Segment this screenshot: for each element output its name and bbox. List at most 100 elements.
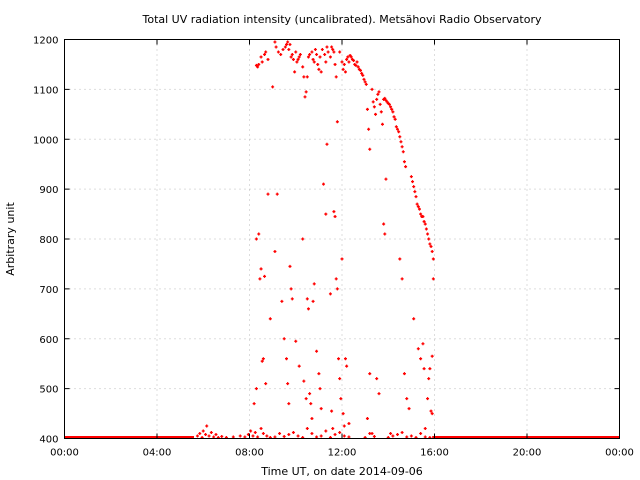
data-point-0-158 <box>380 122 384 126</box>
data-point-0-110 <box>319 70 323 74</box>
data-point-0-5 <box>205 424 209 428</box>
data-point-0-136 <box>354 63 358 67</box>
data-point-0-155 <box>377 90 381 94</box>
data-point-0-193 <box>426 232 430 236</box>
data-point-0-196 <box>429 244 433 248</box>
data-point-0-74 <box>266 57 270 61</box>
data-point-0-205 <box>287 402 291 406</box>
data-point-0-68 <box>256 65 260 69</box>
data-point-0-96 <box>302 75 306 79</box>
data-points <box>195 40 435 440</box>
y-tick-label-1: 500 <box>39 385 58 396</box>
data-point-0-228 <box>328 292 332 296</box>
data-point-0-35 <box>319 434 323 438</box>
data-point-0-4 <box>204 433 208 437</box>
y-axis-label: Arbitrary unit <box>4 202 17 276</box>
data-point-0-60 <box>261 357 265 361</box>
data-point-0-245 <box>368 372 372 376</box>
data-point-0-208 <box>290 297 294 301</box>
data-point-0-115 <box>326 50 330 54</box>
data-point-0-229 <box>330 409 334 413</box>
data-point-0-95 <box>301 65 305 69</box>
data-point-0-81 <box>283 45 287 49</box>
data-point-0-230 <box>331 427 335 431</box>
data-point-0-214 <box>305 297 309 301</box>
data-point-0-242 <box>345 364 349 368</box>
data-point-0-98 <box>304 90 308 94</box>
data-point-0-111 <box>320 47 324 51</box>
data-point-0-118 <box>331 47 335 51</box>
data-point-0-169 <box>393 117 397 121</box>
data-point-0-112 <box>323 52 327 56</box>
data-point-0-75 <box>271 85 275 89</box>
y-tick-label-2: 600 <box>39 335 58 346</box>
data-point-0-21 <box>259 427 263 431</box>
data-point-0-153 <box>375 97 379 101</box>
data-point-0-220 <box>312 282 316 286</box>
data-point-0-243 <box>347 422 351 426</box>
x-axis-label: Time UT, on date 2014-09-06 <box>260 465 423 478</box>
data-point-0-46 <box>391 434 395 438</box>
data-point-0-87 <box>290 52 294 56</box>
data-point-0-26 <box>278 432 282 436</box>
data-point-0-69 <box>257 62 261 66</box>
data-point-0-264 <box>426 397 430 401</box>
data-point-0-215 <box>306 307 310 311</box>
plot-frame <box>64 39 620 439</box>
data-point-0-270 <box>430 354 434 358</box>
x-tick-label-0: 00:00 <box>50 448 79 459</box>
data-point-0-65 <box>252 402 256 406</box>
data-point-0-126 <box>342 62 346 66</box>
data-point-0-156 <box>378 102 382 106</box>
y-tick-label-8: 1200 <box>33 36 58 47</box>
data-point-0-185 <box>416 205 420 209</box>
data-point-0-52 <box>419 432 423 436</box>
data-point-0-6 <box>207 434 211 438</box>
data-point-0-247 <box>375 377 379 381</box>
data-point-0-167 <box>391 110 395 114</box>
data-point-0-224 <box>319 407 323 411</box>
data-point-0-3 <box>201 429 205 433</box>
data-point-0-122 <box>335 120 339 124</box>
data-point-0-195 <box>428 242 432 246</box>
data-point-0-157 <box>379 110 383 114</box>
data-point-0-0 <box>195 434 199 438</box>
data-point-0-192 <box>424 227 428 231</box>
data-point-0-63 <box>266 192 270 196</box>
data-point-0-62 <box>264 382 268 386</box>
data-point-0-147 <box>367 127 371 131</box>
data-point-0-47 <box>396 433 399 437</box>
data-point-0-178 <box>404 165 408 169</box>
data-point-0-70 <box>259 55 263 59</box>
chart-title: Total UV radiation intensity (uncalibrat… <box>142 13 542 26</box>
data-point-0-93 <box>297 55 301 59</box>
data-point-0-218 <box>310 417 314 421</box>
data-point-0-166 <box>390 107 394 111</box>
data-point-0-80 <box>281 47 285 51</box>
x-tick-label-5: 20:00 <box>513 448 542 459</box>
data-point-0-7 <box>209 431 213 435</box>
data-point-0-85 <box>288 42 292 46</box>
data-point-0-125 <box>341 67 345 71</box>
data-point-0-216 <box>308 392 312 396</box>
x-tick-label-3: 12:00 <box>328 448 357 459</box>
data-point-0-48 <box>400 431 404 435</box>
data-point-0-246 <box>370 432 374 436</box>
data-point-0-141 <box>360 71 364 75</box>
data-point-0-119 <box>332 50 336 54</box>
data-point-0-29 <box>291 431 295 435</box>
data-point-0-151 <box>372 105 376 109</box>
data-point-0-209 <box>294 339 298 343</box>
data-point-0-222 <box>317 372 321 376</box>
data-point-0-50 <box>409 434 413 438</box>
data-point-0-189 <box>421 215 425 219</box>
data-point-0-92 <box>296 57 300 61</box>
data-point-0-17 <box>249 429 253 433</box>
data-point-0-175 <box>400 145 404 149</box>
data-point-0-239 <box>341 412 345 416</box>
x-tick-label-4: 16:00 <box>420 448 449 459</box>
data-point-0-72 <box>263 52 267 56</box>
data-point-0-201 <box>280 299 284 303</box>
data-point-0-145 <box>364 82 368 86</box>
data-point-0-127 <box>343 70 347 74</box>
